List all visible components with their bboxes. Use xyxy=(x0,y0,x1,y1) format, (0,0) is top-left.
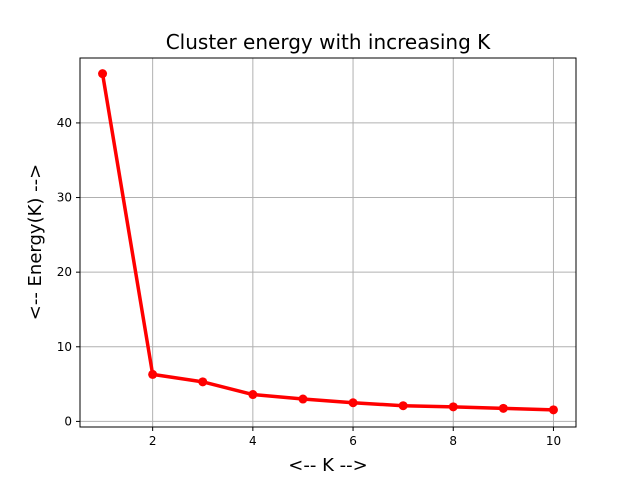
series xyxy=(98,69,558,415)
data-point xyxy=(248,390,258,400)
chart-title: Cluster energy with increasing K xyxy=(166,30,491,54)
ticks: 2 4 6 8 10 0 10 20 30 40 xyxy=(57,116,561,448)
x-tick-label: 6 xyxy=(349,434,357,448)
data-point xyxy=(148,369,158,379)
plot-area xyxy=(79,57,577,428)
x-axis-label: <-- K --> xyxy=(288,455,367,476)
data-point xyxy=(398,401,408,411)
y-tick-label: 10 xyxy=(57,340,72,354)
y-tick-label: 40 xyxy=(57,116,72,130)
y-tick-label: 30 xyxy=(57,191,72,205)
series-line xyxy=(100,73,554,412)
data-point xyxy=(498,403,508,413)
grid xyxy=(80,58,576,427)
y-axis-label: <-- Energy(K) --> xyxy=(25,164,46,320)
data-point xyxy=(298,394,308,404)
y-tick-label: 20 xyxy=(57,265,72,279)
y-tick-label: 0 xyxy=(64,414,72,428)
data-point xyxy=(98,69,108,79)
x-tick-label: 4 xyxy=(249,434,257,448)
data-point xyxy=(198,377,208,387)
x-tick-label: 8 xyxy=(449,434,457,448)
data-point xyxy=(348,398,358,408)
x-tick-label: 2 xyxy=(149,434,157,448)
x-tick-label: 10 xyxy=(546,434,561,448)
data-point xyxy=(448,402,458,412)
data-point xyxy=(548,405,558,415)
